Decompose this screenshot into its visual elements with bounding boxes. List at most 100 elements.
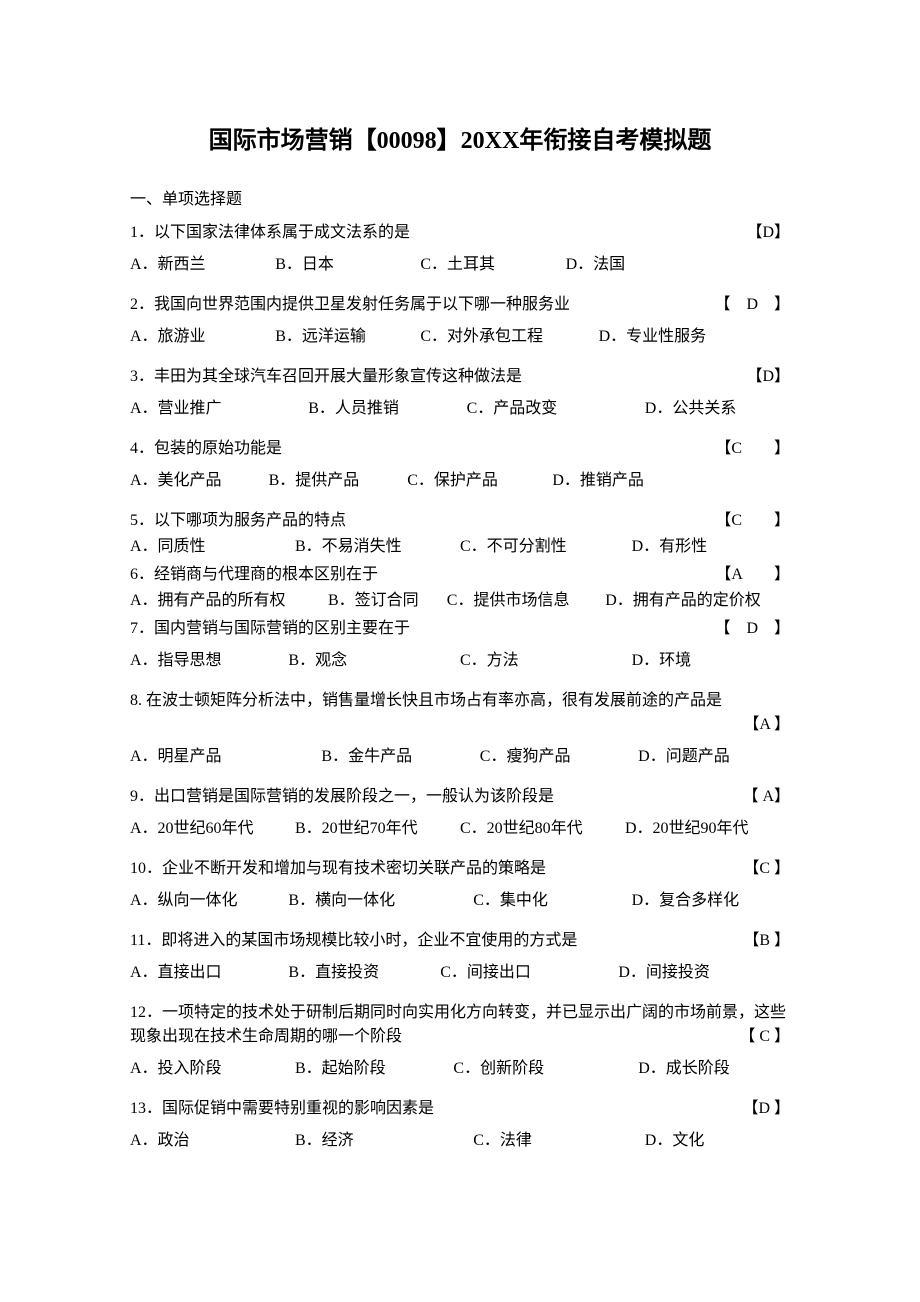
answer-marker: 【D】 bbox=[746, 221, 790, 245]
option-item: B．远洋运输 bbox=[275, 325, 420, 349]
question-stem: 11．即将进入的某国市场规模比较小时，企业不宜使用的方式是 bbox=[130, 929, 743, 953]
question-stem: 7．国内营销与国际营销的区别主要在于 bbox=[130, 617, 714, 641]
option-item: A．投入阶段 bbox=[130, 1057, 295, 1081]
question-block: 10．企业不断开发和增加与现有技术密切关联产品的策略是【C 】 A．纵向一体化B．… bbox=[130, 857, 790, 913]
option-item: A．明星产品 bbox=[130, 745, 321, 769]
option-item: B．人员推销 bbox=[308, 397, 466, 421]
option-item: C．不可分割性 bbox=[460, 535, 632, 559]
answer-marker: 【 D 】 bbox=[714, 617, 790, 641]
option-item: C．瘦狗产品 bbox=[480, 745, 638, 769]
option-item: D．复合多样化 bbox=[632, 889, 790, 913]
option-item: D．环境 bbox=[632, 649, 790, 673]
options-row: A．营业推广B．人员推销C．产品改变D．公共关系 bbox=[130, 397, 790, 421]
question-block: 8. 在波士顿矩阵分析法中，销售量增长快且市场占有率亦高，很有发展前途的产品是【… bbox=[130, 689, 790, 769]
option-item: A．同质性 bbox=[130, 535, 295, 559]
question-text: 3．丰田为其全球汽车召回开展大量形象宣传这种做法是【D】 bbox=[130, 365, 790, 389]
options-row: A．旅游业B．远洋运输C．对外承包工程D．专业性服务 bbox=[130, 325, 790, 349]
answer-marker: 【C 】 bbox=[715, 509, 790, 533]
option-item: B．直接投资 bbox=[288, 961, 440, 985]
question-stem: 5．以下哪项为服务产品的特点 bbox=[130, 509, 715, 533]
option-item: A．政治 bbox=[130, 1129, 295, 1153]
answer-marker: 【 A】 bbox=[742, 785, 790, 809]
option-item: D．公共关系 bbox=[645, 397, 790, 421]
options-row: A．投入阶段B．起始阶段C．创新阶段D．成长阶段 bbox=[130, 1057, 790, 1081]
question-text: 7．国内营销与国际营销的区别主要在于【 D 】 bbox=[130, 617, 790, 641]
option-item: B．经济 bbox=[295, 1129, 473, 1153]
option-item: B．起始阶段 bbox=[295, 1057, 453, 1081]
option-item: C．创新阶段 bbox=[453, 1057, 638, 1081]
option-item: A．美化产品 bbox=[130, 469, 269, 493]
options-row: A．美化产品B．提供产品C．保护产品D．推销产品 bbox=[130, 469, 790, 493]
answer-marker: 【D 】 bbox=[742, 1097, 790, 1121]
option-item: A．旅游业 bbox=[130, 325, 275, 349]
question-text: 4．包装的原始功能是【C 】 bbox=[130, 437, 790, 461]
option-item: D．有形性 bbox=[632, 535, 790, 559]
question-block: 12．一项特定的技术处于研制后期同时向实用化方向转变，并已显示出广阔的市场前景，… bbox=[130, 1001, 790, 1081]
option-item: A．20世纪60年代 bbox=[130, 817, 295, 841]
option-item: A．纵向一体化 bbox=[130, 889, 288, 913]
option-item: B．20世纪70年代 bbox=[295, 817, 460, 841]
option-item: B．不易消失性 bbox=[295, 535, 460, 559]
option-item: A．营业推广 bbox=[130, 397, 308, 421]
options-row: A．政治B．经济C．法律D．文化 bbox=[130, 1129, 790, 1153]
question-text: 6．经销商与代理商的根本区别在于【A 】 bbox=[130, 563, 790, 587]
question-block: 11．即将进入的某国市场规模比较小时，企业不宜使用的方式是【B 】 A．直接出口B… bbox=[130, 929, 790, 985]
option-item: D．文化 bbox=[645, 1129, 790, 1153]
option-item: D．成长阶段 bbox=[638, 1057, 790, 1081]
options-row: A．指导思想B．观念C．方法D．环境 bbox=[130, 649, 790, 673]
question-text: 13．国际促销中需要特别重视的影响因素是【D 】 bbox=[130, 1097, 790, 1121]
options-row: A．拥有产品的所有权B．签订合同C．提供市场信息D．拥有产品的定价权 bbox=[130, 589, 790, 613]
option-item: B．提供产品 bbox=[269, 469, 408, 493]
question-stem: 9．出口营销是国际营销的发展阶段之一，一般认为该阶段是 bbox=[130, 785, 742, 809]
answer-marker: 【C 】 bbox=[715, 437, 790, 461]
question-stem: 10．企业不断开发和增加与现有技术密切关联产品的策略是 bbox=[130, 857, 743, 881]
option-item: C．方法 bbox=[460, 649, 632, 673]
question-stem-cont: 现象出现在技术生命周期的哪一个阶段 bbox=[130, 1025, 739, 1049]
question-stem: 3．丰田为其全球汽车召回开展大量形象宣传这种做法是 bbox=[130, 365, 746, 389]
question-stem: 8. 在波士顿矩阵分析法中，销售量增长快且市场占有率亦高，很有发展前途的产品是 bbox=[130, 689, 790, 713]
option-item: C．产品改变 bbox=[467, 397, 645, 421]
answer-marker: 【D】 bbox=[746, 365, 790, 389]
question-stem: 12．一项特定的技术处于研制后期同时向实用化方向转变，并已显示出广阔的市场前景，… bbox=[130, 1001, 790, 1025]
question-text: 1．以下国家法律体系属于成文法系的是【D】 bbox=[130, 221, 790, 245]
question-text: 8. 在波士顿矩阵分析法中，销售量增长快且市场占有率亦高，很有发展前途的产品是【… bbox=[130, 689, 790, 737]
option-item: B．签订合同 bbox=[328, 589, 447, 613]
question-text: 12．一项特定的技术处于研制后期同时向实用化方向转变，并已显示出广阔的市场前景，… bbox=[130, 1001, 790, 1049]
answer-marker: 【C 】 bbox=[743, 857, 790, 881]
question-text: 11．即将进入的某国市场规模比较小时，企业不宜使用的方式是【B 】 bbox=[130, 929, 790, 953]
question-block: 6．经销商与代理商的根本区别在于【A 】A．拥有产品的所有权B．签订合同C．提供… bbox=[130, 563, 790, 613]
question-text: 2．我国向世界范围内提供卫星发射任务属于以下哪一种服务业【 D 】 bbox=[130, 293, 790, 317]
question-block: 4．包装的原始功能是【C 】 A．美化产品B．提供产品C．保护产品D．推销产品 bbox=[130, 437, 790, 493]
question-block: 2．我国向世界范围内提供卫星发射任务属于以下哪一种服务业【 D 】 A．旅游业B．… bbox=[130, 293, 790, 349]
option-item: C．对外承包工程 bbox=[420, 325, 598, 349]
answer-marker: 【 D 】 bbox=[714, 293, 790, 317]
option-item: D．问题产品 bbox=[638, 745, 790, 769]
question-stem: 6．经销商与代理商的根本区别在于 bbox=[130, 563, 715, 587]
answer-marker: 【A 】 bbox=[130, 713, 790, 737]
option-item: A．指导思想 bbox=[130, 649, 288, 673]
option-item: D．拥有产品的定价权 bbox=[605, 589, 790, 613]
option-item: D．专业性服务 bbox=[599, 325, 790, 349]
option-item: B．横向一体化 bbox=[288, 889, 473, 913]
question-block: 5．以下哪项为服务产品的特点【C 】A．同质性B．不易消失性C．不可分割性D．有… bbox=[130, 509, 790, 559]
question-text: 5．以下哪项为服务产品的特点【C 】 bbox=[130, 509, 790, 533]
question-text: 9．出口营销是国际营销的发展阶段之一，一般认为该阶段是【 A】 bbox=[130, 785, 790, 809]
question-block: 3．丰田为其全球汽车召回开展大量形象宣传这种做法是【D】 A．营业推广B．人员推销… bbox=[130, 365, 790, 421]
option-item: C．法律 bbox=[473, 1129, 645, 1153]
question-block: 13．国际促销中需要特别重视的影响因素是【D 】 A．政治B．经济C．法律D．文化 bbox=[130, 1097, 790, 1153]
question-text: 10．企业不断开发和增加与现有技术密切关联产品的策略是【C 】 bbox=[130, 857, 790, 881]
option-item: C．土耳其 bbox=[420, 253, 565, 277]
option-item: B．观念 bbox=[288, 649, 460, 673]
answer-marker: 【A 】 bbox=[715, 563, 790, 587]
option-item: A．拥有产品的所有权 bbox=[130, 589, 328, 613]
option-item: A．直接出口 bbox=[130, 961, 288, 985]
question-block: 9．出口营销是国际营销的发展阶段之一，一般认为该阶段是【 A】 A．20世纪60年… bbox=[130, 785, 790, 841]
option-item: C．20世纪80年代 bbox=[460, 817, 625, 841]
option-item: D．间接投资 bbox=[618, 961, 790, 985]
option-item: D．推销产品 bbox=[552, 469, 790, 493]
option-item: D．20世纪90年代 bbox=[625, 817, 790, 841]
options-row: A．新西兰B．日本C．土耳其D．法国 bbox=[130, 253, 790, 277]
option-item: A．新西兰 bbox=[130, 253, 275, 277]
option-item: D．法国 bbox=[566, 253, 790, 277]
option-item: C．保护产品 bbox=[407, 469, 552, 493]
